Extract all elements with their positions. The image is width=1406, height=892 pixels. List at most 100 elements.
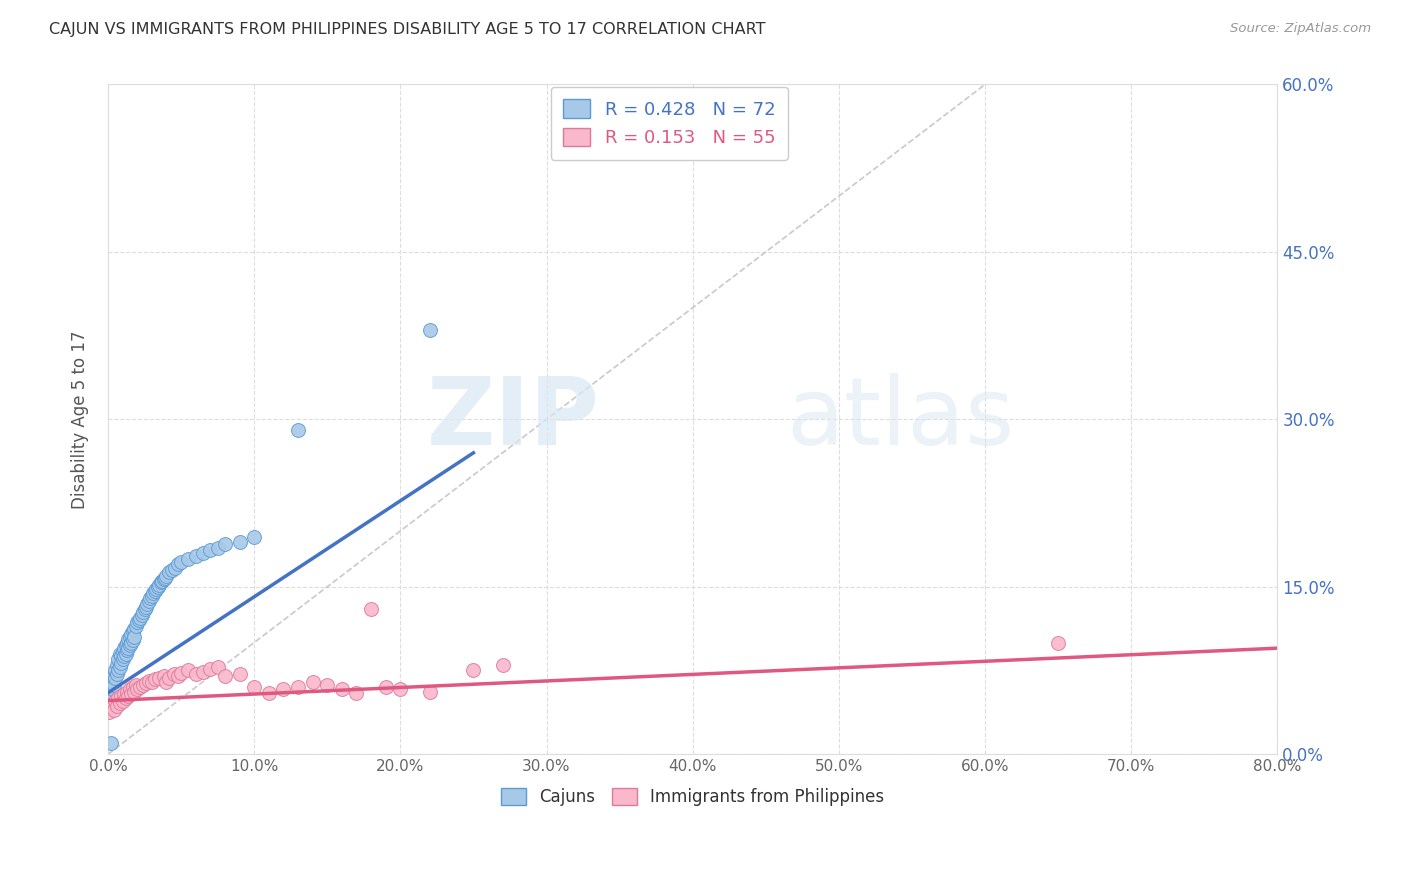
Point — [117, 641, 139, 656]
Point — [243, 680, 266, 694]
Point — [141, 674, 163, 689]
Point — [157, 671, 180, 685]
Point — [492, 657, 515, 672]
Point — [145, 582, 167, 596]
Point — [104, 693, 127, 707]
Point — [132, 606, 155, 620]
Point — [153, 571, 176, 585]
Point — [228, 666, 250, 681]
Point — [114, 638, 136, 652]
Point — [142, 586, 165, 600]
Point — [207, 541, 229, 555]
Point — [184, 549, 207, 563]
Point — [301, 674, 323, 689]
Text: ZIP: ZIP — [426, 374, 599, 466]
Point — [330, 682, 353, 697]
Point — [135, 675, 157, 690]
Point — [107, 691, 129, 706]
Point — [114, 691, 136, 706]
Point — [200, 543, 222, 558]
Point — [214, 669, 236, 683]
Point — [127, 682, 149, 697]
Point — [124, 622, 146, 636]
Point — [100, 680, 122, 694]
Point — [100, 736, 122, 750]
Point — [214, 537, 236, 551]
Point — [105, 699, 128, 714]
Point — [167, 669, 190, 683]
Point — [110, 689, 132, 703]
Point — [152, 669, 174, 683]
Point — [103, 678, 125, 692]
Point — [143, 673, 166, 687]
Point — [100, 700, 122, 714]
Point — [103, 702, 125, 716]
Point — [108, 696, 131, 710]
Point — [346, 686, 368, 700]
Point — [128, 613, 150, 627]
Point — [108, 647, 131, 661]
Point — [257, 686, 280, 700]
Point — [138, 673, 160, 688]
Point — [191, 665, 214, 679]
Point — [177, 552, 200, 566]
Y-axis label: Disability Age 5 to 17: Disability Age 5 to 17 — [72, 330, 89, 508]
Point — [162, 563, 184, 577]
Point — [120, 626, 142, 640]
Point — [120, 635, 142, 649]
Point — [111, 652, 134, 666]
Point — [136, 597, 159, 611]
Point — [316, 678, 339, 692]
Point — [103, 669, 125, 683]
Point — [120, 687, 142, 701]
Text: CAJUN VS IMMIGRANTS FROM PHILIPPINES DISABILITY AGE 5 TO 17 CORRELATION CHART: CAJUN VS IMMIGRANTS FROM PHILIPPINES DIS… — [49, 22, 766, 37]
Point — [125, 678, 148, 692]
Point — [110, 648, 132, 663]
Point — [101, 697, 124, 711]
Point — [419, 323, 441, 337]
Point — [121, 633, 143, 648]
Point — [104, 664, 127, 678]
Point — [104, 671, 127, 685]
Point — [152, 572, 174, 586]
Point — [360, 602, 382, 616]
Point — [118, 638, 141, 652]
Text: atlas: atlas — [786, 374, 1015, 466]
Point — [170, 555, 193, 569]
Point — [146, 580, 169, 594]
Point — [287, 424, 309, 438]
Point — [228, 535, 250, 549]
Point — [131, 607, 153, 622]
Point — [118, 682, 141, 697]
Point — [157, 566, 180, 580]
Point — [148, 577, 170, 591]
Point — [114, 647, 136, 661]
Point — [111, 693, 134, 707]
Point — [101, 674, 124, 689]
Point — [121, 680, 143, 694]
Point — [118, 630, 141, 644]
Point — [463, 664, 485, 678]
Point — [273, 682, 295, 697]
Point — [138, 594, 160, 608]
Point — [110, 656, 132, 670]
Point — [163, 666, 186, 681]
Point — [149, 575, 172, 590]
Point — [115, 635, 138, 649]
Point — [105, 657, 128, 672]
Point — [134, 602, 156, 616]
Point — [143, 584, 166, 599]
Point — [191, 546, 214, 560]
Point — [112, 687, 135, 701]
Point — [170, 665, 193, 680]
Point — [127, 615, 149, 630]
Point — [124, 684, 146, 698]
Point — [132, 678, 155, 692]
Point — [125, 619, 148, 633]
Point — [287, 680, 309, 694]
Point — [374, 680, 396, 694]
Point — [129, 680, 152, 694]
Point — [177, 664, 200, 678]
Point — [139, 591, 162, 605]
Point — [155, 674, 177, 689]
